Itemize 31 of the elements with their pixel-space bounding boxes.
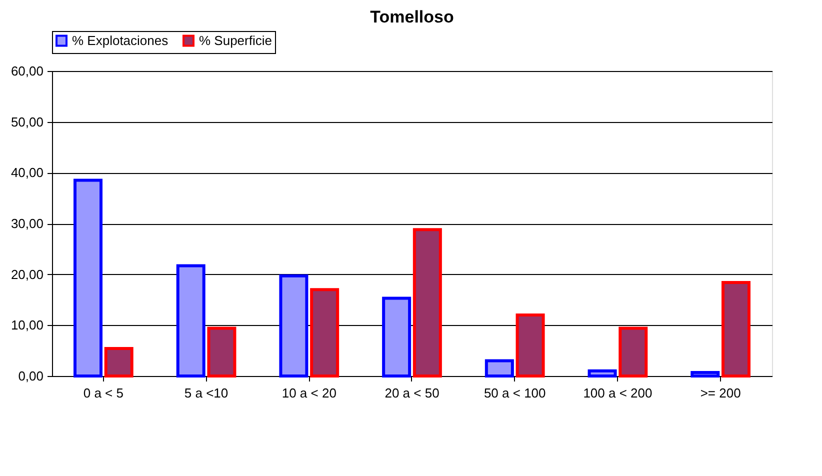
chart-title: Tomelloso <box>370 8 454 26</box>
bar <box>176 264 206 378</box>
bar <box>690 370 720 378</box>
x-tick-label: >= 200 <box>700 386 741 400</box>
x-tick-label: 20 a < 50 <box>384 386 440 400</box>
x-tick-label: 100 a < 200 <box>583 386 652 400</box>
y-tick-label: 10,00 <box>10 318 44 333</box>
bar <box>722 280 750 378</box>
x-tick-label: 0 a < 5 <box>83 386 124 400</box>
bar <box>310 288 340 378</box>
y-tick-label: 20,00 <box>10 266 44 282</box>
bar <box>412 228 442 378</box>
legend-label: % Superficie <box>199 32 272 48</box>
bar <box>279 274 308 378</box>
legend-label: % Explotaciones <box>72 32 169 48</box>
bar <box>484 359 514 378</box>
bar <box>104 347 134 378</box>
bar <box>382 296 412 378</box>
y-tick-label: 60,00 <box>10 64 44 78</box>
bar <box>74 178 102 378</box>
x-tick-label: 5 a <10 <box>184 386 228 400</box>
x-tick-label: 50 a < 100 <box>484 386 546 400</box>
x-tick-label: 10 a < 20 <box>282 386 336 400</box>
bar <box>207 326 236 378</box>
y-tick-label: 30,00 <box>10 216 44 231</box>
bar <box>516 314 545 378</box>
y-tick-label: 0,00 <box>18 368 44 384</box>
bar <box>618 326 648 378</box>
bar <box>588 369 617 378</box>
y-tick-label: 40,00 <box>10 165 44 180</box>
y-tick-label: 50,00 <box>10 114 44 130</box>
